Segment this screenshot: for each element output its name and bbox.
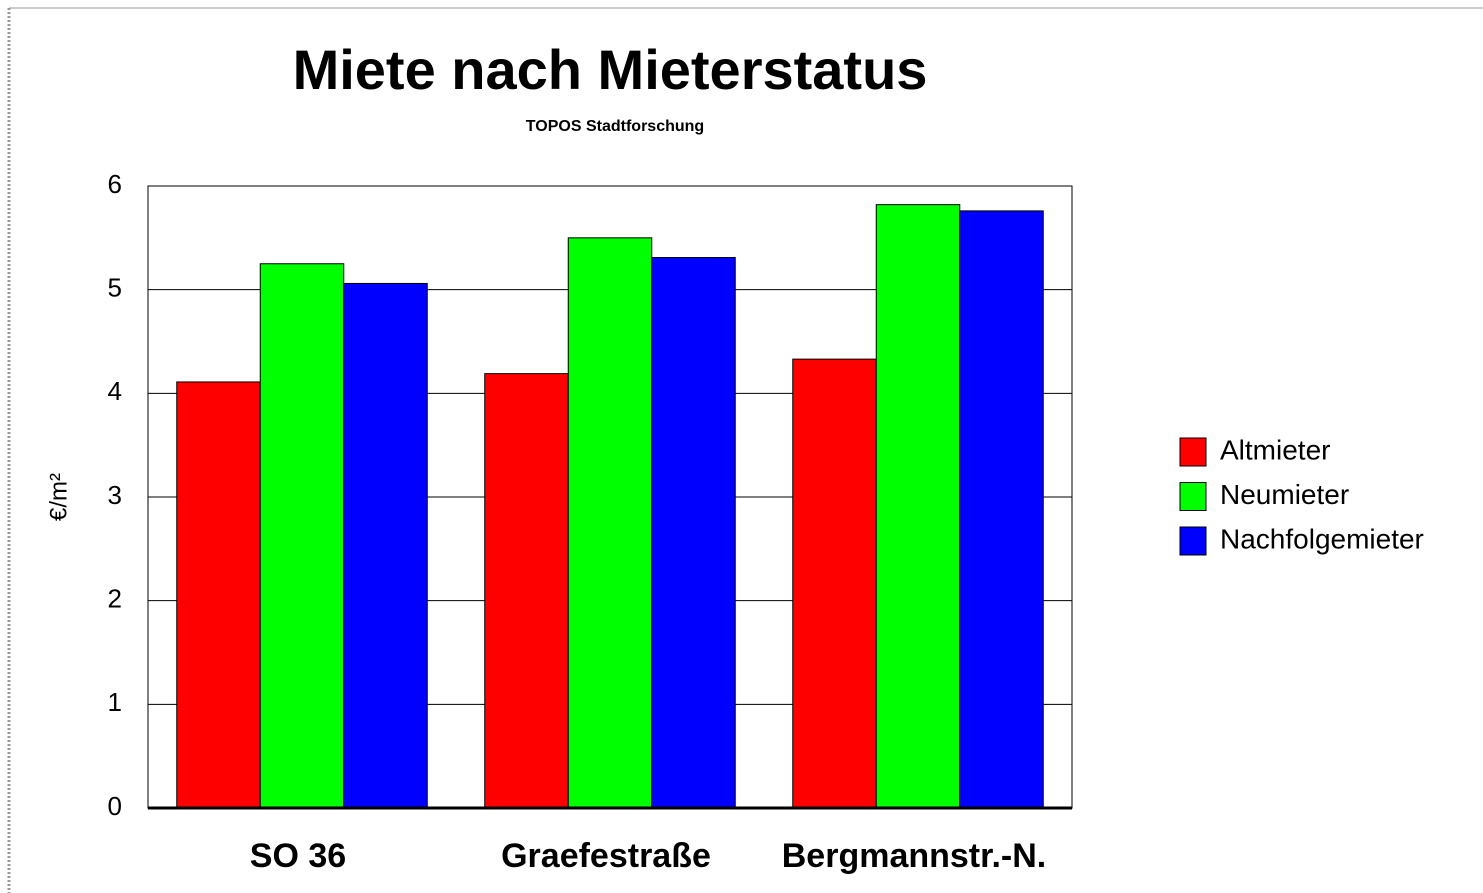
bar bbox=[259, 263, 345, 809]
bar bbox=[875, 204, 961, 809]
bar bbox=[651, 257, 736, 809]
legend-swatch bbox=[1179, 526, 1207, 556]
chart-subtitle: TOPOS Stadtforschung bbox=[526, 118, 704, 135]
y-tick-label: 0 bbox=[108, 791, 122, 821]
bar bbox=[792, 358, 877, 809]
y-tick-label: 6 bbox=[108, 169, 122, 199]
chart-title: Miete nach Mieterstatus bbox=[293, 38, 928, 101]
x-tick-label: Graefestraße bbox=[501, 837, 711, 875]
x-tick-label: SO 36 bbox=[250, 837, 346, 875]
y-tick-label: 3 bbox=[108, 480, 122, 510]
y-axis-label: €/m² bbox=[45, 473, 72, 521]
bar bbox=[176, 381, 261, 809]
legend-swatch bbox=[1179, 437, 1207, 467]
legend-swatch bbox=[1179, 482, 1207, 511]
x-tick-label: Bergmannstr.-N. bbox=[782, 837, 1047, 875]
bar bbox=[959, 210, 1044, 809]
legend-label: Nachfolgemieter bbox=[1220, 523, 1424, 554]
y-tick-label: 1 bbox=[108, 687, 122, 717]
bar bbox=[343, 282, 428, 809]
y-tick-label: 5 bbox=[108, 273, 122, 303]
y-tick-label: 4 bbox=[108, 376, 122, 406]
bar bbox=[567, 237, 653, 809]
y-tick-label: 2 bbox=[108, 584, 122, 614]
legend-label: Neumieter bbox=[1220, 479, 1349, 510]
bar bbox=[484, 373, 569, 809]
legend-label: Altmieter bbox=[1220, 434, 1330, 465]
